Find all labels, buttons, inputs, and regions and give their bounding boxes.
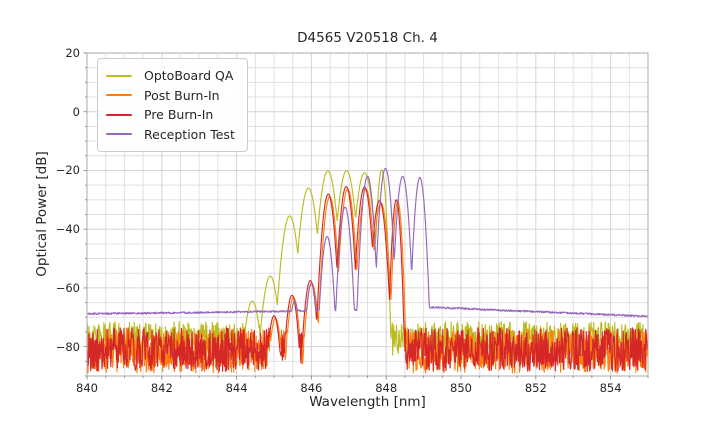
x-tick-label: 850 [450,381,472,395]
legend-line-swatch [106,94,132,97]
legend-item: Pre Burn-In [106,105,235,125]
plot-title: D4565 V20518 Ch. 4 [297,30,438,46]
y-tick-label: −40 [55,222,80,237]
tick-marks [83,52,649,380]
y-tick-label: −80 [55,339,80,354]
y-tick-label: 20 [65,46,80,60]
legend-item: Reception Test [106,125,235,145]
x-tick-label: 842 [150,381,173,395]
legend-item: OptoBoard QA [106,66,235,86]
legend-line-swatch [106,113,132,116]
legend-item: Post Burn-In [106,86,235,106]
series-curves [87,167,648,374]
series-line-pre-burn-in [87,186,648,373]
series-line-optoboard-qa [87,169,648,358]
series-line-reception-test [87,167,648,318]
legend-label: Reception Test [144,126,235,142]
x-tick-label: 840 [76,381,98,395]
x-tick-label: 854 [599,381,622,395]
y-tick-label: −20 [55,163,80,178]
y-tick-label: 0 [72,104,80,119]
y-tick-label: −60 [55,280,80,295]
x-axis-label: Wavelength [nm] [309,394,426,410]
x-tick-label: 844 [225,381,248,395]
x-tick-label: 852 [524,381,547,395]
legend-line-swatch [106,133,132,136]
legend-label: OptoBoard QA [144,68,234,84]
legend-line-swatch [106,74,132,77]
legend: OptoBoard QA Post Burn-In Pre Burn-In Re… [97,58,248,152]
legend-label: Post Burn-In [144,87,220,103]
x-tick-label: 846 [300,381,323,395]
legend-label: Pre Burn-In [144,107,214,123]
x-tick-label: 848 [375,381,398,395]
